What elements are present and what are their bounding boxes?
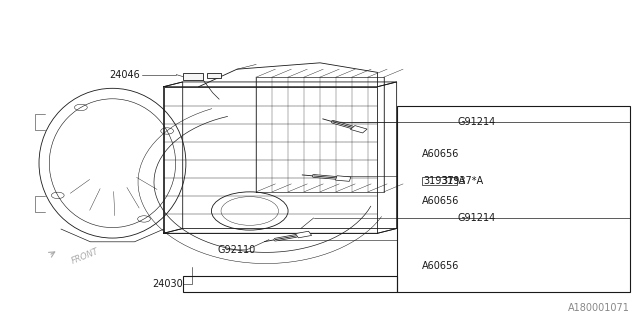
Text: 31937*A: 31937*A xyxy=(442,176,483,186)
Text: 31937*A: 31937*A xyxy=(424,176,465,186)
Bar xyxy=(182,276,397,292)
Bar xyxy=(182,73,203,80)
Text: 24046: 24046 xyxy=(109,70,140,80)
Bar xyxy=(351,125,367,133)
Bar xyxy=(296,231,312,238)
Text: A60656: A60656 xyxy=(422,196,460,206)
Bar xyxy=(422,177,458,186)
Bar xyxy=(207,73,221,78)
Text: G92110: G92110 xyxy=(218,245,256,255)
Bar xyxy=(397,106,630,292)
Bar xyxy=(335,176,351,181)
Text: A180001071: A180001071 xyxy=(568,303,630,313)
Text: FRONT: FRONT xyxy=(70,247,100,266)
Text: 24030: 24030 xyxy=(152,279,182,289)
Text: G91214: G91214 xyxy=(458,213,495,223)
Text: A60656: A60656 xyxy=(422,261,460,271)
Text: A60656: A60656 xyxy=(422,148,460,159)
Text: G91214: G91214 xyxy=(458,117,495,127)
